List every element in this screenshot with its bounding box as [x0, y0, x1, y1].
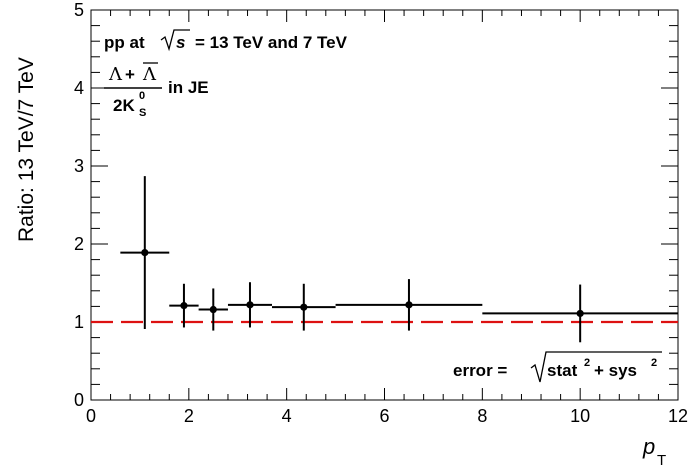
error-sqrt-sign-icon — [530, 351, 662, 383]
error-stat-superscript: 2 — [584, 357, 590, 369]
data-point — [335, 279, 483, 331]
point-marker — [300, 303, 308, 311]
energy-annotation: pp at s = 13 TeV and 7 TeV — [104, 29, 348, 52]
y-axis-label: Ratio: 13 TeV/7 TeV — [15, 57, 38, 242]
x-tick-label: 12 — [668, 406, 688, 426]
y-tick-label: 4 — [74, 78, 84, 98]
error-stat: stat — [547, 361, 578, 380]
point-marker — [405, 301, 413, 309]
sqrt-sign-icon — [160, 29, 190, 52]
point-marker — [209, 305, 217, 314]
error-annotation: error = stat 2 + sys 2 — [453, 351, 662, 383]
x-tick-label: 10 — [570, 406, 590, 426]
error-prefix: error = — [453, 361, 507, 380]
antilambda-symbol: Λ — [142, 64, 157, 85]
x-tick-label: 0 — [86, 406, 96, 426]
data-points — [120, 176, 678, 343]
particle-ratio-annotation: Λ + Λ 2K 0 S in JE — [104, 62, 209, 119]
plot-frame — [90, 9, 679, 401]
y-tick-label: 1 — [74, 312, 84, 332]
energy-prefix: pp at — [104, 33, 145, 52]
x-axis-label-subscript: T — [657, 452, 666, 469]
x-tick-label: 8 — [477, 406, 487, 426]
y-tick-label: 3 — [74, 156, 84, 176]
data-point — [227, 282, 272, 328]
y-tick-label: 5 — [74, 0, 84, 20]
lambda-symbol: Λ — [108, 64, 123, 85]
plus-symbol: + — [125, 65, 135, 84]
point-marker — [246, 301, 254, 309]
kaon-symbol: 2K — [113, 96, 135, 115]
data-point — [169, 283, 199, 328]
point-marker — [141, 248, 149, 257]
sqrt-s-symbol: s — [176, 33, 185, 52]
data-point — [482, 284, 678, 343]
data-point — [271, 283, 336, 331]
energy-suffix: = 13 TeV and 7 TeV — [195, 33, 348, 52]
y-tick-label: 0 — [74, 390, 84, 410]
point-marker — [180, 302, 188, 310]
data-point — [198, 288, 228, 331]
x-tick-label: 6 — [379, 406, 389, 426]
kaon-subscript: S — [139, 107, 146, 119]
x-tick-label: 2 — [184, 406, 194, 426]
kaon-superscript: 0 — [139, 90, 145, 102]
point-marker — [576, 309, 584, 318]
data-point — [120, 176, 170, 330]
ratio-suffix: in JE — [168, 78, 209, 97]
axis-ticks — [90, 9, 679, 401]
y-tick-label: 2 — [74, 234, 84, 254]
error-plus-sys: + sys — [594, 361, 637, 380]
x-tick-label: 4 — [282, 406, 292, 426]
x-axis-label: p — [642, 434, 655, 459]
error-sys-superscript: 2 — [651, 357, 657, 369]
